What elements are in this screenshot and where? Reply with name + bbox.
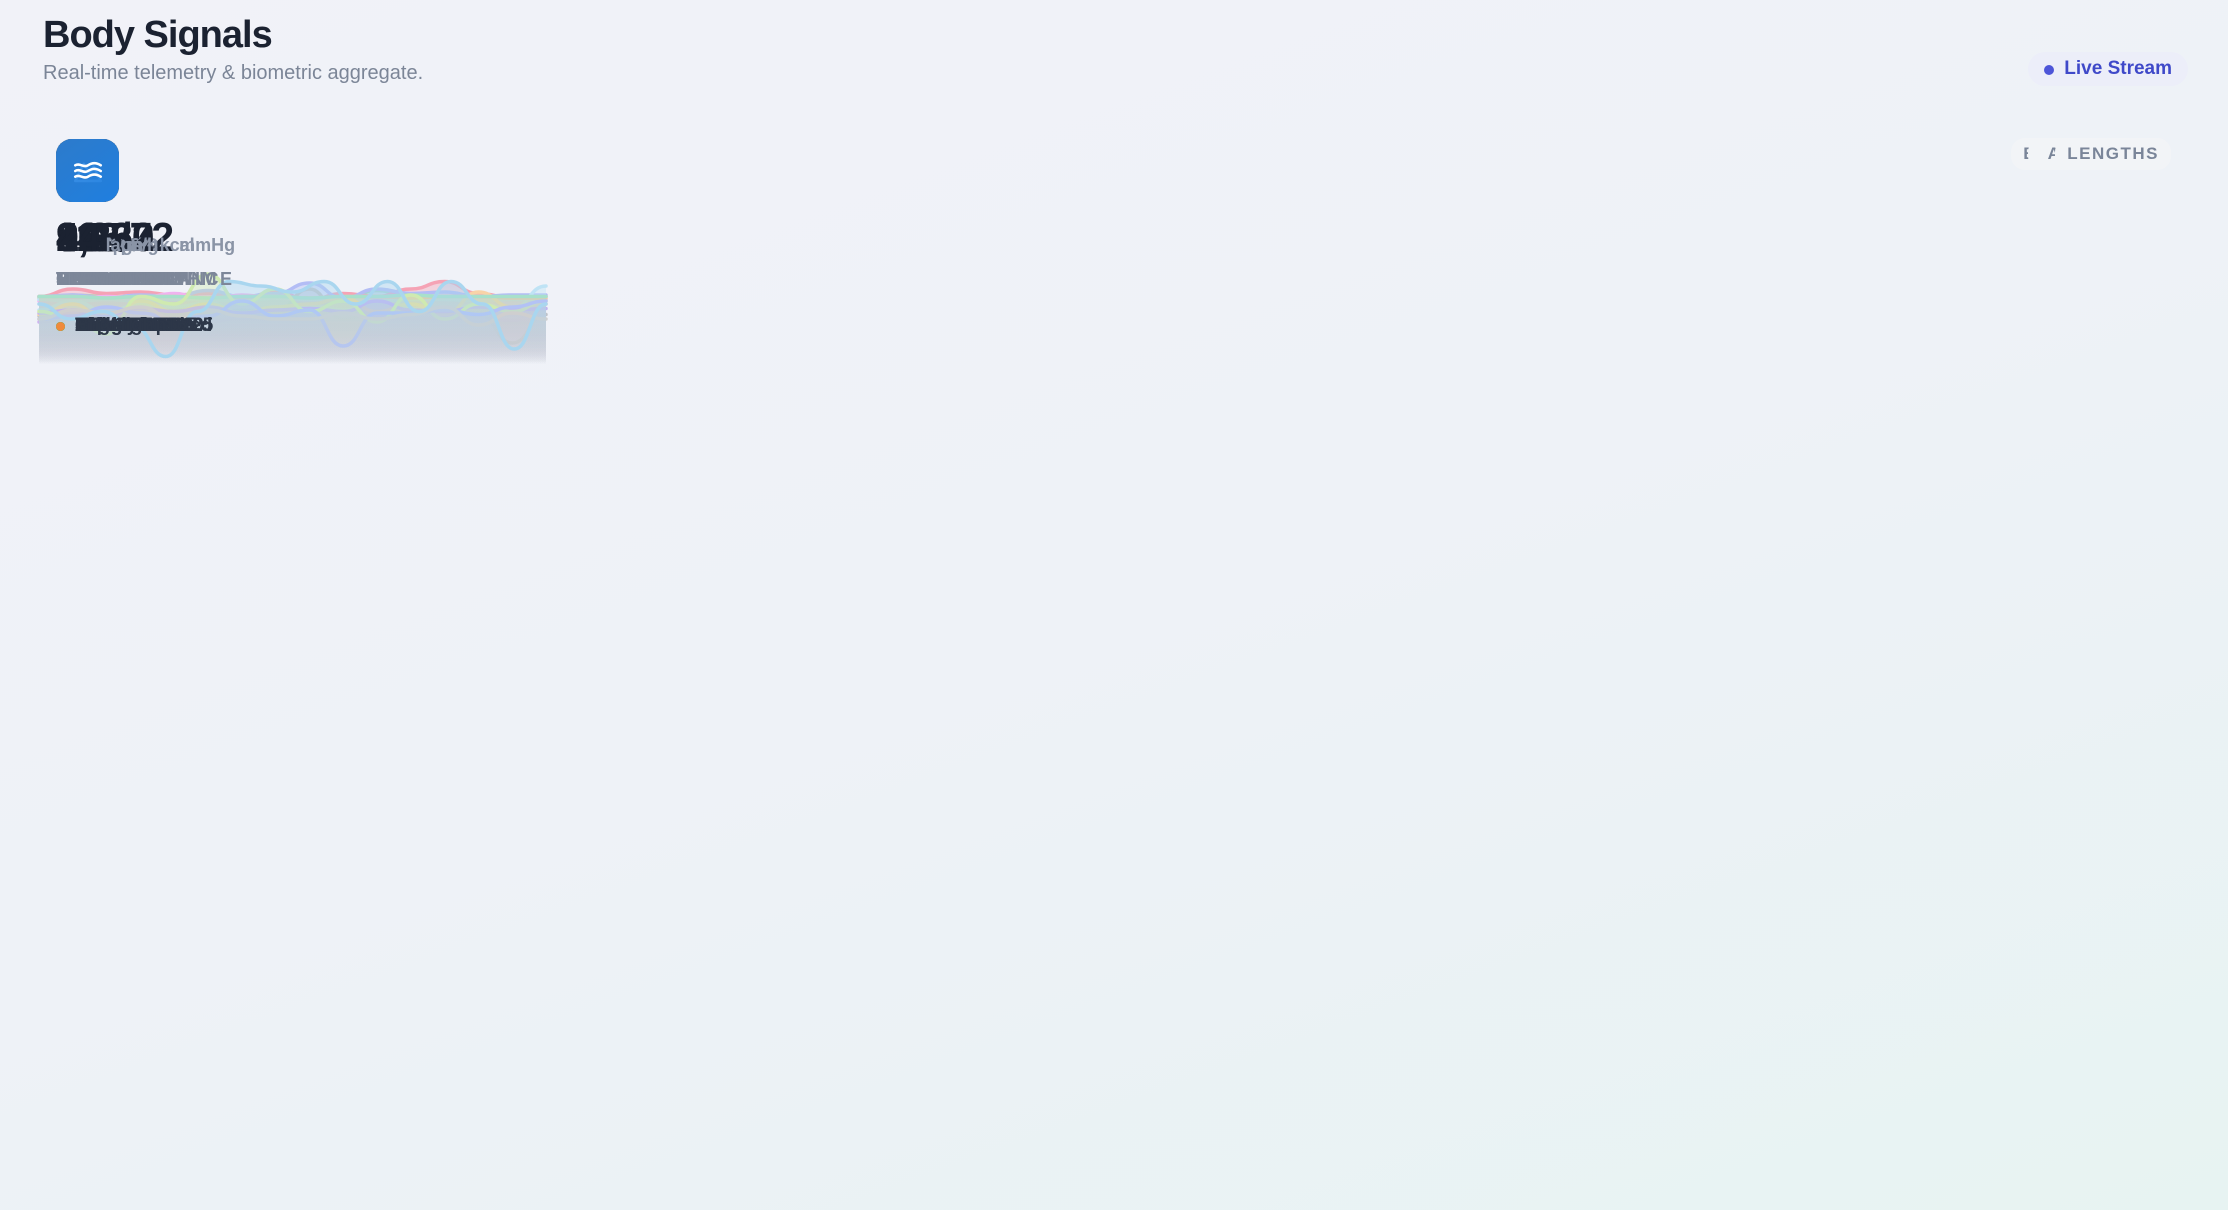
value-number: 48 bbox=[56, 214, 101, 260]
value-number: 2,450 bbox=[56, 214, 155, 260]
metric-label: SUGAR BALANCE bbox=[56, 269, 234, 289]
metric-value: 14 rpm bbox=[56, 214, 140, 261]
metric-value: 98 BPM bbox=[56, 214, 146, 261]
metric-label: BLOOD FLOW bbox=[56, 269, 194, 289]
sparkline-line bbox=[37, 279, 548, 359]
metric-label: ELEVATION bbox=[56, 269, 170, 289]
metric-value: 36.6 °C bbox=[56, 214, 158, 261]
metric-value: 24 laps bbox=[56, 214, 142, 261]
icon-path bbox=[73, 161, 102, 179]
metric-label: OXYGEN bbox=[56, 269, 143, 289]
metric-value: 1.2 mV bbox=[56, 214, 144, 261]
metric-label: HEART RHYTHM bbox=[56, 269, 218, 289]
value-number: 24 bbox=[56, 214, 101, 260]
metric-value: 18.5% bbox=[56, 214, 154, 261]
metric-value: 2,450 kcal bbox=[56, 214, 195, 261]
metric-tag: LENGTHS bbox=[2055, 138, 2171, 170]
page-subtitle: Real-time telemetry & biometric aggregat… bbox=[43, 62, 424, 84]
value-unit: mg/dL bbox=[105, 235, 160, 255]
metric-label: HEART VAR. bbox=[56, 269, 180, 289]
metric-icon bbox=[56, 139, 119, 202]
metric-label: MOBILITY bbox=[56, 269, 154, 289]
value-number: 8,432 bbox=[56, 214, 155, 260]
metric-label: BODY COMP bbox=[56, 269, 181, 289]
metric-label: THERMALS bbox=[56, 269, 168, 289]
metric-label: METABOLISM bbox=[56, 269, 191, 289]
value-number: 88 bbox=[56, 214, 101, 260]
metric-card[interactable]: LENGTHS 24 laps SWIMMING Eff: High bbox=[37, 138, 2195, 1177]
value-unit: ms bbox=[105, 235, 132, 255]
metric-value: 118/72 mmHg bbox=[56, 214, 235, 261]
value-unit: /100 bbox=[105, 235, 141, 255]
value-number: 14 bbox=[56, 214, 101, 260]
value-unit: km/h bbox=[116, 235, 159, 255]
metric-note: Eff: High bbox=[56, 315, 154, 337]
value-unit: mL/kg bbox=[105, 235, 159, 255]
value-unit: laps bbox=[105, 235, 142, 255]
metric-value: 99% bbox=[56, 214, 122, 261]
value-number: 80 bbox=[56, 214, 101, 260]
metric-label: SWIMMING bbox=[56, 269, 164, 289]
metric-card[interactable]: BREATH RATE14rpmRESPIRATIONAvg: 12 rpm bbox=[37, 138, 2195, 635]
icon-glyph bbox=[73, 161, 102, 179]
live-badge[interactable]: Live Stream bbox=[2028, 52, 2188, 86]
value-unit: % bbox=[105, 235, 122, 255]
metric-value: 8,432 bbox=[56, 214, 155, 261]
value-unit: rpm bbox=[105, 235, 140, 255]
value-number: 99 bbox=[56, 214, 101, 260]
metric-value: 88/100 bbox=[56, 214, 141, 261]
value-unit: mmHg bbox=[179, 235, 236, 255]
metric-label: CARDIO FIT bbox=[56, 269, 174, 289]
page-title: Body Signals bbox=[43, 14, 273, 56]
metric-label: ECG SIGNAL bbox=[56, 269, 184, 289]
sparkline-area bbox=[39, 281, 546, 364]
metric-value: 42 ms bbox=[56, 214, 132, 261]
value-number: 42 bbox=[56, 214, 101, 260]
sparkline bbox=[37, 279, 548, 364]
value-number: 98 bbox=[56, 214, 101, 260]
value-unit: mV bbox=[116, 235, 145, 255]
value-number: 1.2 bbox=[56, 214, 111, 260]
status-dot bbox=[56, 322, 65, 331]
metric-value: 4.8 km/h bbox=[56, 214, 158, 261]
value-unit: °C bbox=[137, 235, 159, 255]
value-number: 145 bbox=[56, 214, 122, 260]
metric-label: VELOCITY bbox=[56, 269, 159, 289]
metric-value: 145 m bbox=[56, 214, 143, 261]
value-unit: m bbox=[127, 235, 144, 255]
metric-card[interactable]: GAIN145mELEVATIONMax: 450m bbox=[37, 138, 2171, 1177]
metric-value: 80 mg/dL bbox=[56, 214, 160, 261]
value-number: 118/72 bbox=[56, 214, 174, 260]
value-unit: % bbox=[137, 235, 154, 255]
metric-label: SLEEP bbox=[56, 269, 123, 289]
metric-value: 48 mL/kg bbox=[56, 214, 159, 261]
value-unit: kcal bbox=[159, 235, 195, 255]
value-unit: BPM bbox=[105, 235, 146, 255]
value-number: 4.8 bbox=[56, 214, 111, 260]
metric-label: RESPIRATION bbox=[56, 269, 195, 289]
value-number: 18.5 bbox=[56, 214, 133, 260]
value-number: 36.6 bbox=[56, 214, 133, 260]
